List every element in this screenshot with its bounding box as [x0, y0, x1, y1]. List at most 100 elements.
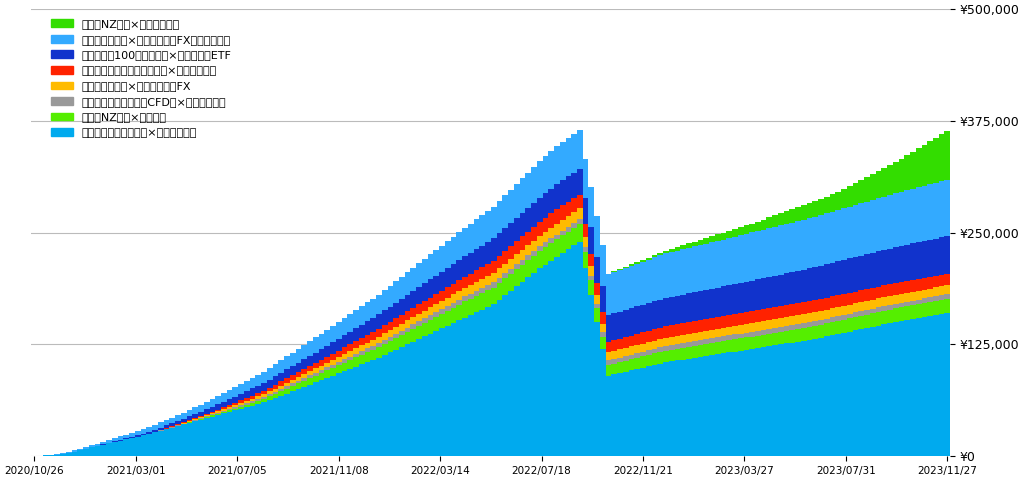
Bar [796, 329, 801, 342]
Bar [215, 409, 221, 411]
Bar [296, 349, 301, 363]
Bar [153, 430, 158, 432]
Bar [836, 307, 841, 316]
Bar [244, 391, 250, 398]
Bar [543, 247, 548, 264]
Bar [416, 304, 422, 314]
Bar [801, 220, 807, 270]
Bar [743, 226, 750, 234]
Bar [474, 219, 479, 249]
Bar [554, 224, 560, 235]
Bar [796, 324, 801, 329]
Bar [928, 184, 933, 240]
Bar [284, 357, 290, 370]
Bar [807, 327, 812, 340]
Bar [307, 366, 313, 372]
Bar [669, 297, 675, 325]
Bar [330, 368, 336, 376]
Bar [847, 206, 853, 258]
Bar [577, 195, 583, 208]
Bar [882, 168, 887, 197]
Bar [629, 265, 635, 308]
Bar [869, 313, 876, 327]
Bar [606, 274, 611, 315]
Bar [772, 345, 778, 456]
Bar [399, 276, 404, 299]
Bar [279, 396, 284, 456]
Bar [399, 347, 404, 456]
Bar [721, 240, 726, 287]
Bar [239, 394, 244, 400]
Bar [226, 410, 232, 412]
Bar [560, 220, 565, 230]
Bar [451, 264, 457, 284]
Bar [743, 324, 750, 333]
Bar [451, 284, 457, 294]
Bar [336, 357, 342, 362]
Bar [915, 304, 922, 318]
Bar [750, 349, 755, 456]
Bar [898, 307, 904, 321]
Bar [565, 202, 571, 216]
Bar [89, 445, 94, 447]
Bar [904, 293, 910, 301]
Bar [640, 305, 646, 333]
Bar [250, 396, 255, 399]
Bar [210, 399, 215, 407]
Bar [686, 243, 692, 248]
Bar [600, 286, 606, 312]
Bar [433, 276, 439, 294]
Bar [232, 403, 239, 405]
Bar [301, 374, 307, 378]
Bar [904, 281, 910, 293]
Bar [318, 370, 325, 373]
Bar [296, 377, 301, 381]
Bar [824, 196, 829, 213]
Bar [514, 264, 519, 269]
Bar [703, 344, 709, 356]
Bar [847, 313, 853, 318]
Bar [841, 320, 847, 333]
Bar [221, 393, 226, 402]
Bar [910, 152, 915, 189]
Bar [761, 330, 767, 335]
Bar [853, 317, 858, 330]
Bar [801, 328, 807, 341]
Bar [399, 335, 404, 347]
Bar [858, 290, 864, 302]
Bar [686, 342, 692, 347]
Bar [898, 303, 904, 307]
Bar [382, 344, 387, 355]
Bar [497, 256, 503, 268]
Bar [371, 332, 376, 340]
Bar [404, 327, 411, 332]
Bar [204, 418, 210, 456]
Bar [629, 264, 635, 265]
Bar [554, 257, 560, 456]
Bar [376, 295, 382, 314]
Bar [347, 369, 353, 456]
Bar [939, 314, 944, 456]
Bar [479, 310, 485, 456]
Bar [646, 331, 651, 342]
Bar [474, 291, 479, 296]
Bar [583, 224, 589, 237]
Bar [89, 447, 94, 456]
Bar [922, 303, 928, 317]
Bar [829, 297, 836, 309]
Bar [330, 365, 336, 368]
Bar [755, 310, 761, 322]
Bar [451, 237, 457, 264]
Bar [371, 349, 376, 360]
Bar [336, 373, 342, 456]
Bar [497, 233, 503, 256]
Bar [858, 180, 864, 204]
Bar [554, 146, 560, 184]
Bar [210, 415, 215, 416]
Bar [893, 304, 898, 308]
Bar [382, 290, 387, 311]
Bar [428, 315, 433, 320]
Bar [129, 438, 135, 456]
Bar [755, 348, 761, 456]
Bar [272, 388, 279, 392]
